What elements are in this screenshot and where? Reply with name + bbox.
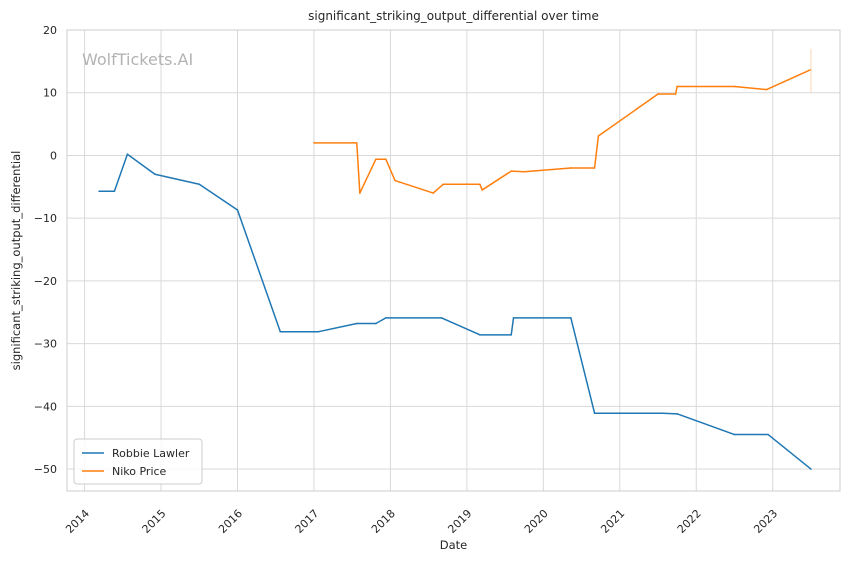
data-point xyxy=(385,317,387,319)
data-point xyxy=(510,170,513,172)
data-point xyxy=(810,468,812,470)
series-line-robbie-lawler xyxy=(99,153,812,470)
data-point xyxy=(355,322,358,325)
legend: Robbie Lawler Niko Price xyxy=(73,438,203,485)
y-tick-label: 20 xyxy=(43,24,57,37)
y-tick-label: −40 xyxy=(34,400,57,413)
data-point xyxy=(512,317,515,319)
data-point xyxy=(359,192,361,194)
data-point xyxy=(375,322,377,325)
data-point xyxy=(481,189,483,191)
data-point xyxy=(765,88,768,91)
data-point xyxy=(733,433,736,436)
data-point xyxy=(767,433,769,436)
data-point xyxy=(593,167,596,169)
data-point xyxy=(279,330,282,333)
data-point xyxy=(236,209,239,211)
data-point xyxy=(313,142,315,144)
data-point xyxy=(442,183,444,186)
data-point xyxy=(385,158,387,161)
y-tick-label: −10 xyxy=(34,212,57,225)
plot-frame xyxy=(66,29,841,492)
data-point xyxy=(570,317,572,319)
data-point xyxy=(657,93,659,95)
grid xyxy=(67,29,840,491)
data-point xyxy=(394,179,396,182)
chart-title: significant_striking_output_differential… xyxy=(308,9,599,23)
data-point xyxy=(198,183,201,186)
data-point xyxy=(676,85,678,88)
y-axis-title: significant_striking_output_differential xyxy=(9,151,23,371)
data-point xyxy=(597,135,600,137)
data-point xyxy=(510,334,513,336)
legend-box xyxy=(73,438,203,485)
series-layer xyxy=(98,48,812,470)
data-point xyxy=(355,142,358,144)
legend-label-niko-price: Niko Price xyxy=(112,465,167,478)
data-point xyxy=(126,153,129,155)
data-point xyxy=(733,85,736,88)
y-tick-label: −20 xyxy=(34,275,57,288)
data-point xyxy=(523,170,526,173)
y-tick-label: 10 xyxy=(43,87,57,100)
data-point xyxy=(375,158,377,161)
data-point xyxy=(674,93,677,95)
data-point xyxy=(479,183,481,186)
data-point xyxy=(113,190,116,192)
data-point xyxy=(98,190,100,192)
data-point xyxy=(154,173,156,176)
y-tick-label: 0 xyxy=(50,149,57,162)
watermark-text: WolfTickets.AI xyxy=(82,50,193,69)
data-point xyxy=(440,317,443,319)
data-point xyxy=(479,334,481,336)
data-point xyxy=(676,413,678,415)
y-tick-label: −30 xyxy=(34,338,57,351)
x-axis-title: Date xyxy=(440,538,468,552)
legend-label-robbie-lawler: Robbie Lawler xyxy=(112,447,190,460)
data-point xyxy=(593,412,596,415)
data-point xyxy=(317,330,320,333)
y-tick-label: −50 xyxy=(34,463,57,476)
data-point xyxy=(570,167,572,169)
data-point xyxy=(432,192,435,194)
data-point xyxy=(661,412,664,415)
